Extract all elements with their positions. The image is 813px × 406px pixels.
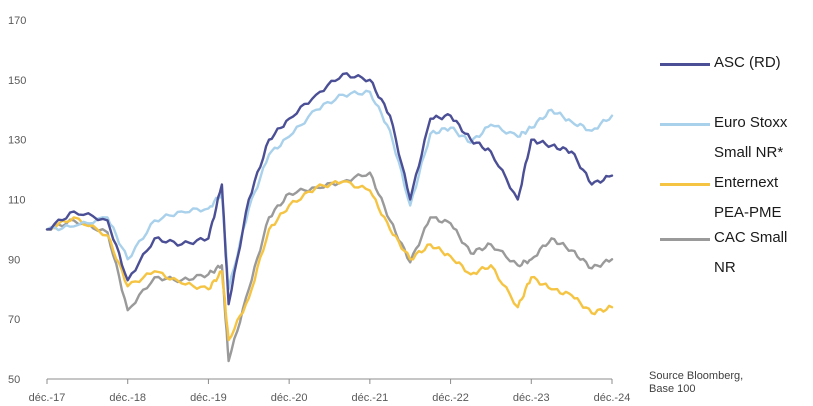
source-note: Source Bloomberg, Base 100 <box>649 370 743 396</box>
series-line-2 <box>45 89 614 291</box>
y-tick-label: 50 <box>8 374 20 386</box>
legend-label: NR <box>714 259 736 276</box>
legend-label: ASC (RD) <box>714 54 781 71</box>
x-tick-label: déc.-23 <box>513 392 550 404</box>
source-line-1: Source Bloomberg, <box>649 370 744 382</box>
legend-label: Enternext <box>714 174 779 191</box>
x-axis: déc.-17 déc.-18 déc.-19 déc.-20 déc.-21 déc.-… <box>29 378 631 404</box>
y-tick-label: 130 <box>8 135 26 147</box>
y-tick-label: 170 <box>8 15 26 27</box>
legend-label: PEA-PME <box>714 204 782 221</box>
legend-swatch <box>660 123 710 126</box>
x-tick-label: déc.-19 <box>190 392 227 404</box>
x-tick-label: déc.-24 <box>594 392 631 404</box>
legend-label: Euro Stoxx <box>714 114 788 131</box>
x-tick-label: déc.-21 <box>352 392 389 404</box>
y-tick-label: 110 <box>8 195 26 207</box>
series-lines <box>45 72 614 363</box>
series-line-1 <box>45 72 614 306</box>
x-tick-label: déc.-22 <box>432 392 469 404</box>
legend-swatch <box>660 183 710 186</box>
y-tick-label: 90 <box>8 254 20 266</box>
x-tick-label: déc.-17 <box>29 392 66 404</box>
y-tick-label: 70 <box>8 314 20 326</box>
x-tick-label: déc.-18 <box>109 392 146 404</box>
y-axis-ticks: 50 70 90 110 130 150 170 <box>8 15 26 386</box>
y-tick-label: 150 <box>8 75 26 87</box>
x-tick-label: déc.-20 <box>271 392 308 404</box>
legend-swatch <box>660 238 710 241</box>
legend-label: Small NR* <box>714 144 784 161</box>
series-line-4 <box>45 171 614 363</box>
legend-label: CAC Small <box>714 229 788 246</box>
source-line-2: Base 100 <box>649 383 696 395</box>
series-line-3 <box>45 179 614 342</box>
legend-swatch <box>660 63 710 66</box>
